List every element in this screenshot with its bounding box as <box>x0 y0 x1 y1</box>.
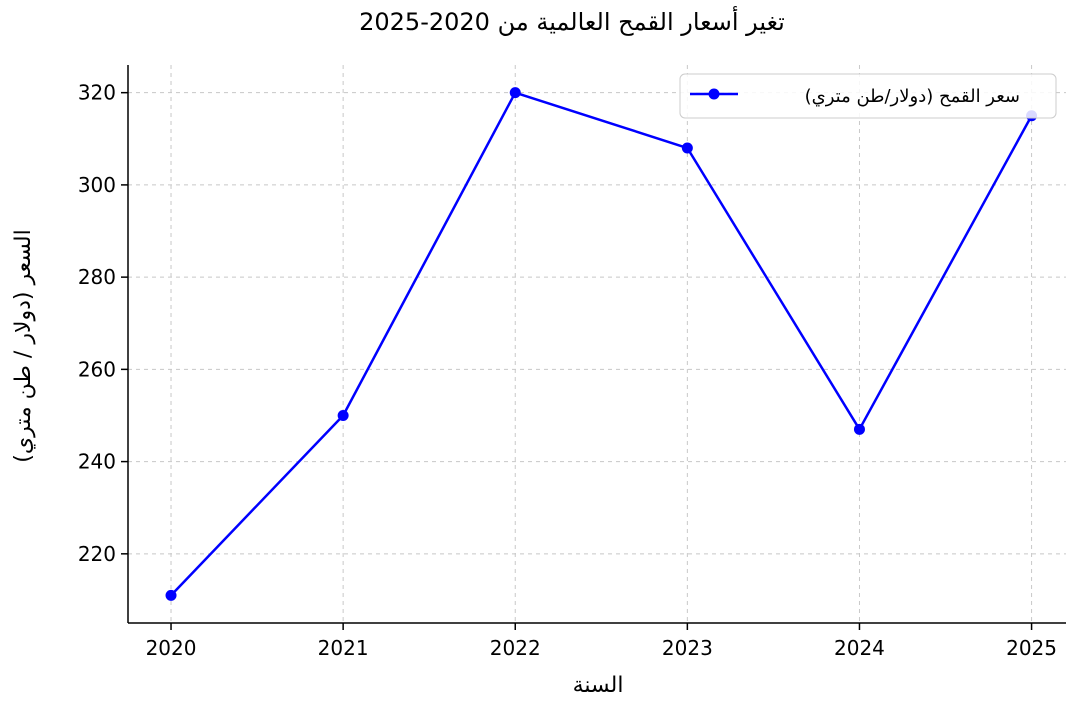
y-tick-label: 240 <box>78 450 116 474</box>
y-axis-ticks: 220 240 260 280 300 320 <box>78 81 128 566</box>
data-point <box>165 589 177 601</box>
y-tick-label: 280 <box>78 265 116 289</box>
axes <box>127 65 1066 624</box>
data-point <box>681 142 693 154</box>
y-tick-label: 260 <box>78 357 116 381</box>
legend-label: سعر القمح (دولار/طن متري) <box>805 86 1020 107</box>
data-point <box>337 409 349 421</box>
x-tick-label: 2020 <box>146 636 197 660</box>
series-group <box>165 87 1038 601</box>
legend-marker-swatch <box>708 88 720 100</box>
y-tick-label: 220 <box>78 542 116 566</box>
x-tick-label: 2021 <box>318 636 369 660</box>
chart-title: تغير أسعار القمح العالمية من 2020-2025 <box>359 6 785 36</box>
x-tick-label: 2024 <box>834 636 885 660</box>
x-tick-label: 2025 <box>1006 636 1057 660</box>
legend: سعر القمح (دولار/طن متري) <box>679 73 1057 119</box>
x-tick-label: 2023 <box>662 636 713 660</box>
grid-lines <box>128 65 1066 623</box>
x-axis-ticks: 2020 2021 2022 2023 2024 2025 <box>146 623 1057 660</box>
x-axis-label: السنة <box>573 673 624 698</box>
legend-box <box>679 73 1057 119</box>
x-tick-label: 2022 <box>490 636 541 660</box>
y-tick-label: 300 <box>78 173 116 197</box>
data-point <box>853 423 865 435</box>
y-axis-label: السعر (دولار / طن متري) <box>11 229 36 462</box>
data-point <box>509 87 521 99</box>
series-line <box>170 91 1033 597</box>
y-tick-label: 320 <box>78 81 116 105</box>
